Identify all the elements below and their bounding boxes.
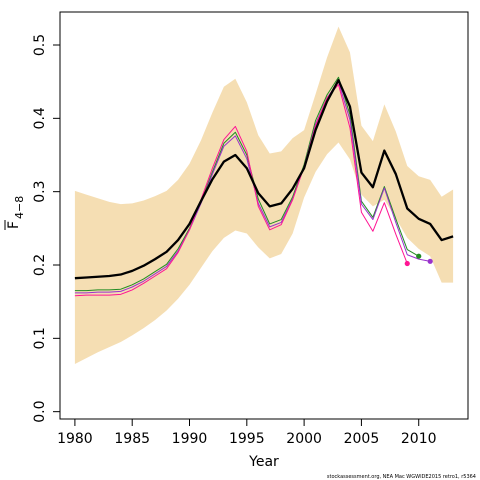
x-axis: 1980 1985 1990 1995 2000 2005 2010 <box>57 418 437 447</box>
x-tick-label: 2000 <box>286 431 322 447</box>
series-lines-layer <box>74 76 454 297</box>
confidence-band-layer <box>74 26 454 365</box>
x-tick-label: 1985 <box>114 431 150 447</box>
series-line-main <box>74 79 454 280</box>
y-axis-title-subscript: 4−8 <box>13 196 26 219</box>
x-tick-label: 2005 <box>344 431 380 447</box>
series-end-marker-1 <box>416 253 422 259</box>
y-axis-title: F 4−8 <box>4 196 26 230</box>
series-line-retro-3 <box>74 84 408 297</box>
x-tick-label: 1990 <box>172 431 208 447</box>
y-axis-title-main: F <box>6 221 22 229</box>
y-tick-label: 0.0 <box>32 401 48 423</box>
series-end-marker-2 <box>427 258 433 264</box>
y-tick-label: 0.5 <box>32 34 48 56</box>
x-tick-label: 1995 <box>229 431 265 447</box>
x-tick-label: 1980 <box>57 431 93 447</box>
x-tick-label: 2010 <box>401 431 437 447</box>
series-end-marker-3 <box>404 260 410 267</box>
y-tick-label: 0.2 <box>32 254 48 276</box>
y-tick-label: 0.4 <box>32 107 48 129</box>
y-tick-label: 0.1 <box>32 327 48 349</box>
end-markers-layer <box>404 253 433 267</box>
footnote: stockassessment.org, NEA Mac WGWIDE2015 … <box>327 474 476 480</box>
confidence-band <box>74 26 454 365</box>
x-axis-title: Year <box>248 454 279 470</box>
y-tick-label: 0.3 <box>32 181 48 203</box>
y-axis: 0.0 0.1 0.2 0.3 0.4 0.5 <box>32 34 61 423</box>
